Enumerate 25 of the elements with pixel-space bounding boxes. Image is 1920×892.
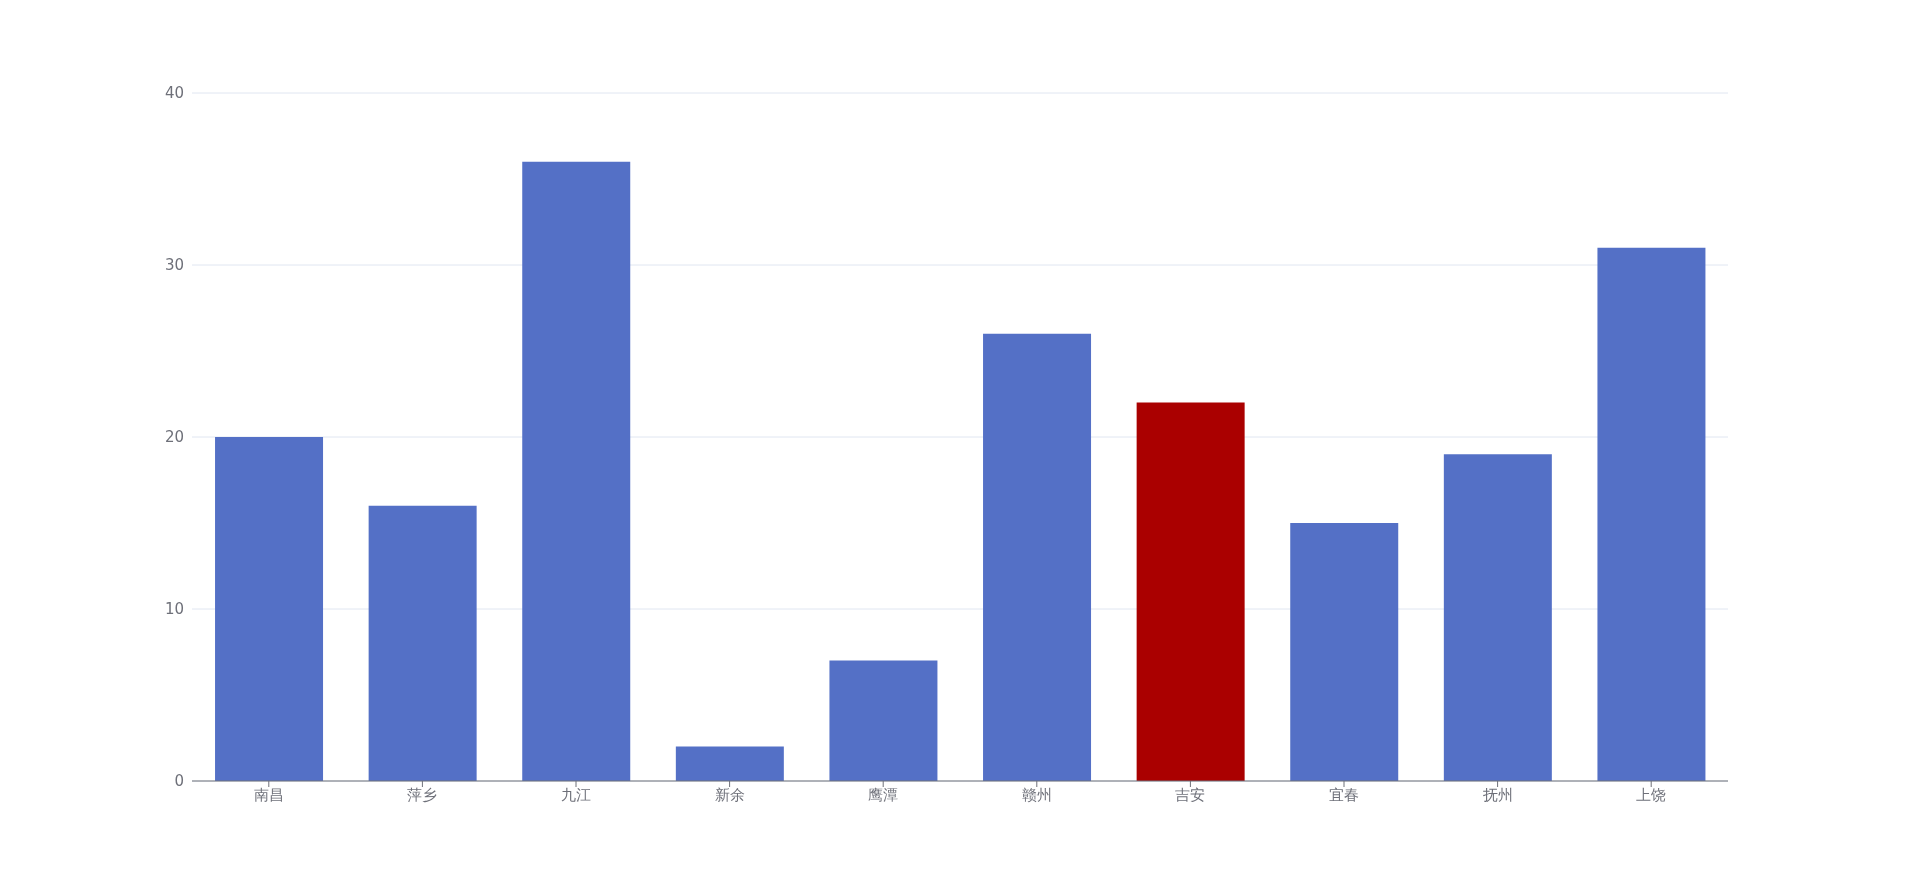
bar <box>675 746 784 781</box>
bar <box>522 161 631 781</box>
bar <box>1597 247 1706 781</box>
y-tick-label: 0 <box>174 772 184 791</box>
x-tick-label: 吉安 <box>1175 785 1206 804</box>
bar <box>1443 454 1552 781</box>
bar <box>1290 523 1399 781</box>
y-tick-label: 40 <box>164 84 184 103</box>
x-tick-label: 宜春 <box>1329 785 1359 804</box>
bar <box>829 660 938 781</box>
y-tick-label: 20 <box>164 428 184 447</box>
bar <box>215 437 324 781</box>
bar <box>368 505 477 781</box>
x-tick-label: 新余 <box>714 785 745 804</box>
bar <box>1136 402 1245 781</box>
y-tick-label: 30 <box>164 256 184 275</box>
x-tick-label: 九江 <box>561 785 591 804</box>
x-tick-label: 萍乡 <box>407 785 438 804</box>
bar <box>983 333 1092 781</box>
x-tick-label: 抚州 <box>1481 785 1513 804</box>
x-tick-label: 赣州 <box>1021 785 1052 804</box>
x-tick-label: 上饶 <box>1636 785 1667 804</box>
x-tick-label: 南昌 <box>253 785 284 804</box>
x-tick-label: 鹰潭 <box>868 785 899 804</box>
y-tick-label: 10 <box>164 600 184 619</box>
